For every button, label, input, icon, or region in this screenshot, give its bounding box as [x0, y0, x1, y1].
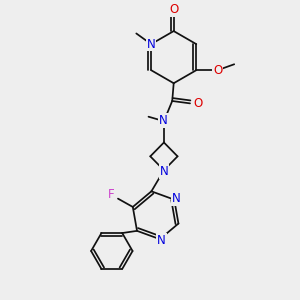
- Text: N: N: [159, 114, 168, 127]
- Text: O: O: [213, 64, 222, 77]
- Text: N: N: [147, 38, 155, 51]
- Text: O: O: [194, 97, 203, 110]
- Text: N: N: [160, 165, 168, 178]
- Text: O: O: [169, 3, 178, 16]
- Text: F: F: [108, 188, 115, 201]
- Text: N: N: [172, 192, 180, 205]
- Text: N: N: [157, 234, 166, 247]
